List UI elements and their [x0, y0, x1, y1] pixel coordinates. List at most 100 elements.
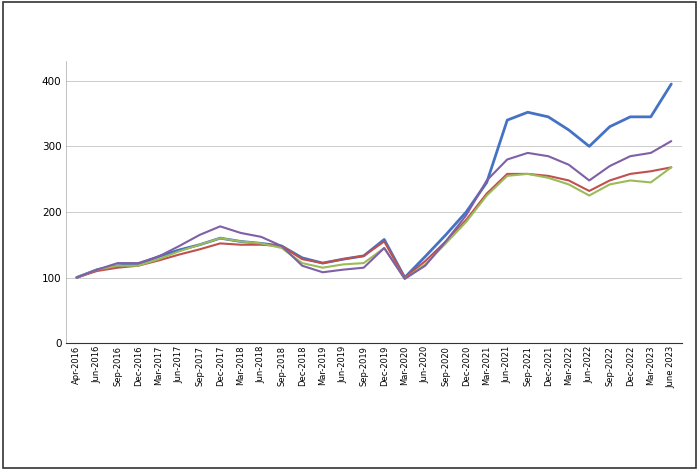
S&P BSE 500 TRI	[257, 242, 266, 248]
S&P BSE MidCap TRI	[544, 175, 552, 180]
Sameeksha	[93, 267, 101, 273]
S&P BSE 500 TRI	[298, 256, 306, 262]
Sameeksha	[236, 239, 245, 244]
Sameeksha	[134, 262, 143, 267]
S&P BSE MidCap TRI	[113, 263, 122, 268]
Line: S&P BSE SmallCap TRI: S&P BSE SmallCap TRI	[77, 141, 671, 279]
Sameeksha	[667, 81, 675, 87]
S&P BSE MidCap TRI	[339, 262, 347, 267]
S&P BSE MidCap TRI	[380, 245, 389, 251]
S&P BSE SmallCap TRI	[175, 243, 183, 249]
S&P BSE 500 TRI	[134, 263, 143, 268]
Sameeksha	[175, 247, 183, 253]
S&P BSE SmallCap TRI	[647, 150, 655, 156]
S&P BSE SmallCap TRI	[421, 263, 429, 268]
S&P BSE MidCap TRI	[93, 267, 101, 273]
Sameeksha	[196, 242, 204, 248]
S&P BSE 500 TRI	[236, 242, 245, 248]
Sameeksha	[565, 127, 573, 133]
S&P BSE 500 TRI	[175, 252, 183, 258]
Line: S&P BSE 500 TRI: S&P BSE 500 TRI	[77, 167, 671, 277]
S&P BSE MidCap TRI	[442, 241, 450, 246]
S&P BSE SmallCap TRI	[462, 212, 470, 218]
S&P BSE SmallCap TRI	[359, 265, 368, 271]
S&P BSE SmallCap TRI	[113, 260, 122, 266]
Sameeksha	[544, 114, 552, 120]
S&P BSE 500 TRI	[319, 260, 327, 266]
S&P BSE MidCap TRI	[626, 178, 635, 183]
S&P BSE 500 TRI	[605, 178, 614, 183]
S&P BSE 500 TRI	[196, 246, 204, 252]
S&P BSE 500 TRI	[442, 239, 450, 244]
Sameeksha	[482, 180, 491, 185]
S&P BSE SmallCap TRI	[278, 243, 286, 249]
Sameeksha	[113, 263, 122, 268]
S&P BSE 500 TRI	[524, 171, 532, 177]
Line: Sameeksha: Sameeksha	[77, 84, 671, 277]
S&P BSE MidCap TRI	[647, 180, 655, 185]
S&P BSE MidCap TRI	[421, 262, 429, 267]
S&P BSE 500 TRI	[544, 173, 552, 179]
S&P BSE MidCap TRI	[359, 260, 368, 266]
Sameeksha	[278, 243, 286, 249]
Sameeksha	[605, 124, 614, 130]
S&P BSE SmallCap TRI	[236, 230, 245, 236]
Sameeksha	[339, 256, 347, 262]
S&P BSE SmallCap TRI	[134, 260, 143, 266]
S&P BSE SmallCap TRI	[73, 274, 81, 280]
S&P BSE 500 TRI	[565, 178, 573, 183]
Sameeksha	[647, 114, 655, 120]
S&P BSE SmallCap TRI	[605, 163, 614, 169]
S&P BSE 500 TRI	[359, 253, 368, 258]
S&P BSE 500 TRI	[216, 241, 224, 246]
Text: Figure 1: Comparison of cumulative performance of Sameeksha with relevant indice: Figure 1: Comparison of cumulative perfo…	[11, 18, 577, 31]
S&P BSE 500 TRI	[73, 274, 81, 280]
S&P BSE 500 TRI	[401, 274, 409, 280]
S&P BSE MidCap TRI	[73, 274, 81, 280]
S&P BSE MidCap TRI	[462, 219, 470, 225]
Line: S&P BSE MidCap TRI: S&P BSE MidCap TRI	[77, 167, 671, 279]
S&P BSE MidCap TRI	[196, 242, 204, 248]
S&P BSE MidCap TRI	[503, 173, 512, 179]
S&P BSE MidCap TRI	[482, 193, 491, 198]
S&P BSE SmallCap TRI	[196, 232, 204, 238]
S&P BSE SmallCap TRI	[482, 178, 491, 183]
S&P BSE SmallCap TRI	[154, 254, 163, 259]
S&P BSE MidCap TRI	[278, 245, 286, 251]
Sameeksha	[401, 274, 409, 280]
S&P BSE SmallCap TRI	[339, 267, 347, 273]
S&P BSE SmallCap TRI	[93, 267, 101, 273]
S&P BSE MidCap TRI	[236, 239, 245, 244]
Sameeksha	[421, 254, 429, 259]
S&P BSE MidCap TRI	[524, 171, 532, 177]
S&P BSE MidCap TRI	[154, 256, 163, 262]
S&P BSE SmallCap TRI	[565, 162, 573, 167]
Sameeksha	[585, 143, 593, 149]
S&P BSE MidCap TRI	[257, 241, 266, 246]
S&P BSE SmallCap TRI	[585, 178, 593, 183]
Sameeksha	[442, 232, 450, 238]
Sameeksha	[359, 253, 368, 258]
S&P BSE SmallCap TRI	[216, 224, 224, 229]
S&P BSE SmallCap TRI	[401, 276, 409, 282]
Sameeksha	[73, 274, 81, 280]
S&P BSE SmallCap TRI	[544, 153, 552, 159]
S&P BSE SmallCap TRI	[298, 263, 306, 268]
Sameeksha	[154, 254, 163, 259]
S&P BSE 500 TRI	[380, 239, 389, 244]
S&P BSE 500 TRI	[585, 188, 593, 194]
S&P BSE 500 TRI	[339, 256, 347, 262]
S&P BSE MidCap TRI	[298, 260, 306, 266]
Sameeksha	[319, 260, 327, 266]
Sameeksha	[626, 114, 635, 120]
S&P BSE SmallCap TRI	[667, 138, 675, 144]
S&P BSE 500 TRI	[278, 243, 286, 249]
Sameeksha	[298, 255, 306, 261]
S&P BSE MidCap TRI	[585, 193, 593, 198]
S&P BSE SmallCap TRI	[257, 234, 266, 240]
S&P BSE SmallCap TRI	[442, 239, 450, 244]
S&P BSE MidCap TRI	[175, 249, 183, 254]
Sameeksha	[257, 241, 266, 246]
S&P BSE SmallCap TRI	[319, 269, 327, 275]
S&P BSE MidCap TRI	[667, 164, 675, 170]
